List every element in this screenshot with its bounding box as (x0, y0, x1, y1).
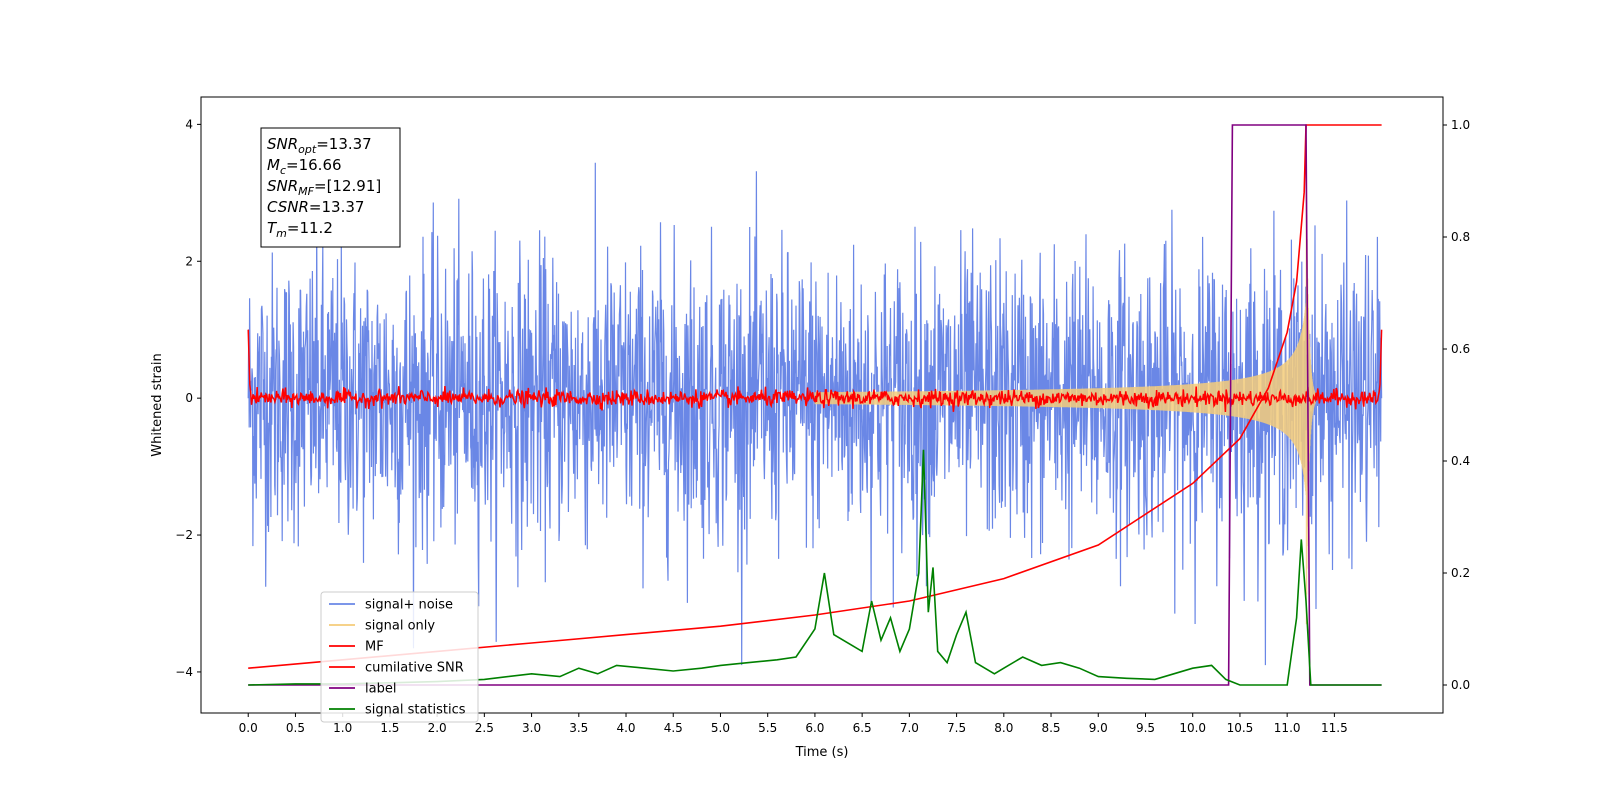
y2-tick-label: 0.8 (1451, 230, 1470, 244)
mf-series (247, 329, 1383, 413)
x-tick-label: 5.5 (758, 721, 777, 735)
x-tick-label: 3.0 (522, 721, 541, 735)
x-tick-label: 0.5 (286, 721, 305, 735)
x-tick-label: 3.5 (569, 721, 588, 735)
annotation-background (260, 127, 401, 248)
x-tick-label: 4.5 (664, 721, 683, 735)
annotation-line: SNRopt=13.37 (267, 135, 372, 156)
x-tick-label: 4.0 (616, 721, 635, 735)
plot-frame (200, 96, 1444, 714)
x-tick-label: 0.0 (239, 721, 258, 735)
y2-axis: 1.0 0.8 0.6 0.4 0.2 0.0 (1443, 118, 1470, 692)
y-tick-label: 4 (185, 117, 193, 131)
y-tick-label: 2 (185, 254, 193, 268)
x-tick-label: 7.5 (947, 721, 966, 735)
annotation-line: SNRMF=[12.91] (267, 177, 381, 198)
signal-plus-noise-series (247, 162, 1383, 666)
y-tick-label: 0 (185, 391, 193, 405)
cumulative-snr-series (248, 124, 1382, 669)
x-tick-label: 1.5 (380, 721, 399, 735)
legend-entry-label: label (365, 682, 396, 697)
signal-only-line (814, 155, 1316, 625)
y2-tick-label: 0.0 (1451, 678, 1470, 692)
y-tick-label: −4 (175, 665, 193, 679)
annotation-line: CSNR=13.37 (267, 198, 364, 216)
legend-entry-label: cumilative SNR (365, 661, 464, 676)
legend: signal+ noise signal only MF cumilative SNR… (320, 591, 479, 723)
x-tick-label: 10.5 (1227, 721, 1254, 735)
x-tick-label: 2.0 (428, 721, 447, 735)
x-tick-label: 6.5 (853, 721, 872, 735)
x-tick-label: 11.5 (1321, 721, 1348, 735)
legend-entry-label: signal+ noise (365, 598, 453, 613)
annotation-line: Tm=11.2 (267, 219, 333, 240)
y2-tick-label: 0.2 (1451, 566, 1470, 580)
x-tick-label: 5.0 (711, 721, 730, 735)
legend-entry-label: MF (365, 640, 384, 655)
legend-frame (320, 591, 479, 723)
legend-entry-label: signal statistics (365, 703, 466, 718)
x-tick-label: 9.0 (1089, 721, 1108, 735)
cumulative-snr-line (248, 124, 1382, 669)
signal-plus-noise-line (247, 162, 1383, 666)
y-axis: 4 2 0 −2 −4 (175, 117, 201, 679)
x-tick-label: 2.5 (475, 721, 494, 735)
annotation-line: Mc=16.66 (267, 156, 342, 177)
y-tick-label: −2 (175, 528, 193, 542)
x-tick-label: 8.0 (994, 721, 1013, 735)
x-tick-label: 8.5 (1041, 721, 1060, 735)
signal-statistics-line (248, 449, 1382, 686)
legend-entry-label: signal only (365, 619, 435, 634)
stats-annotation-box: SNRopt=13.37Mc=16.66SNRMF=[12.91]CSNR=13… (260, 127, 401, 248)
x-tick-label: 9.5 (1136, 721, 1155, 735)
y2-tick-label: 1.0 (1451, 118, 1470, 132)
y-axis-label: Whitened strain (150, 353, 165, 456)
mf-line (247, 329, 1383, 413)
signal-only-series (814, 155, 1316, 625)
x-axis: 0.0 0.5 1.0 1.5 2.0 2.5 3.0 3.5 4.0 4.5 5.0 5.5 6.0 6… (239, 713, 1348, 735)
y2-tick-label: 0.4 (1451, 454, 1470, 468)
x-tick-label: 1.0 (333, 721, 352, 735)
x-tick-label: 6.0 (805, 721, 824, 735)
x-tick-label: 10.0 (1179, 721, 1206, 735)
x-axis-label: Time (s) (795, 745, 849, 760)
y2-tick-label: 0.6 (1451, 342, 1470, 356)
signal-statistics-series (248, 449, 1382, 686)
x-tick-label: 11.0 (1274, 721, 1301, 735)
x-tick-label: 7.0 (900, 721, 919, 735)
